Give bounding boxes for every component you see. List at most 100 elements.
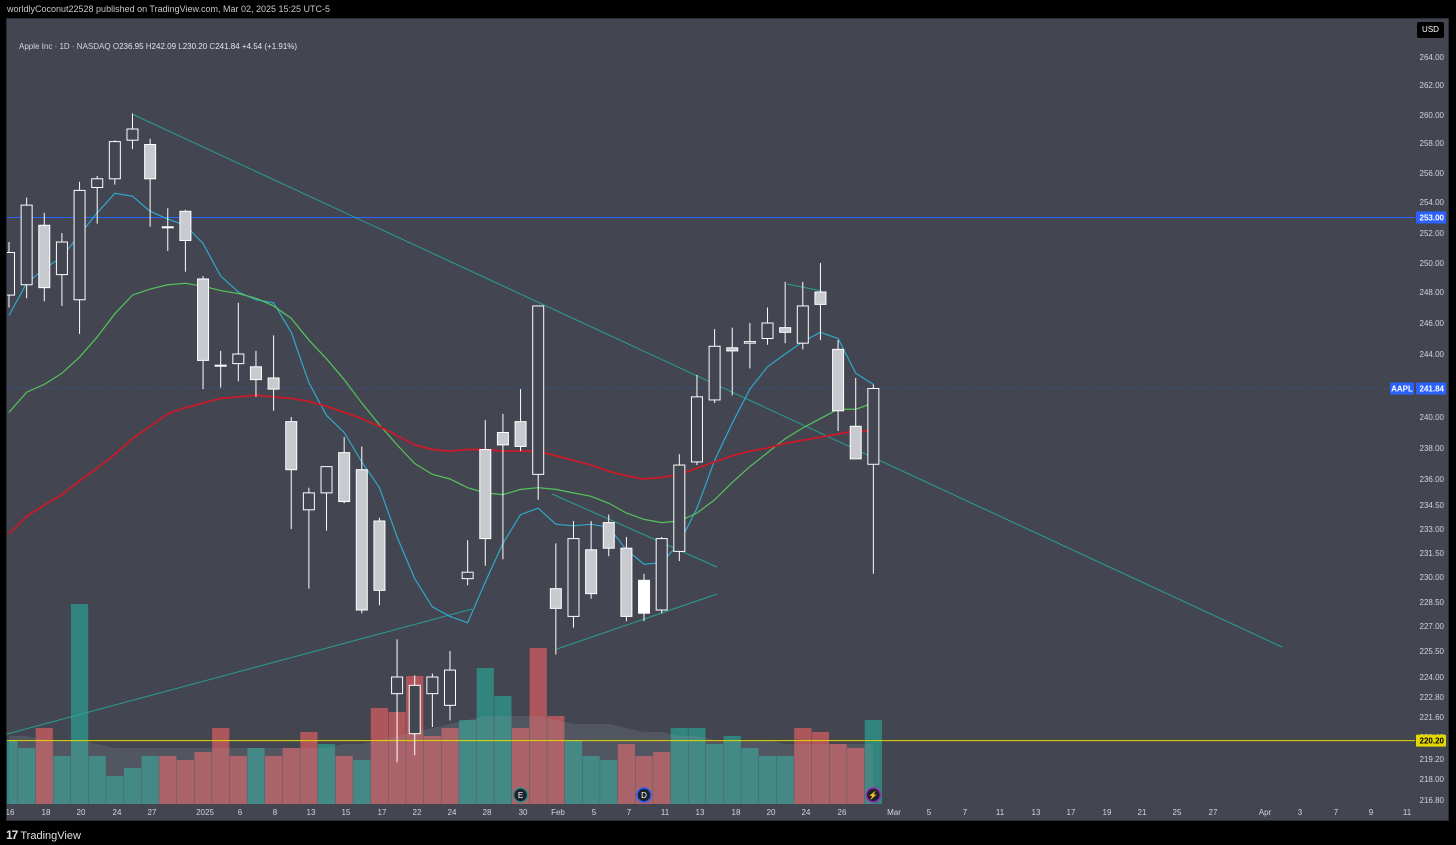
candle-body xyxy=(814,291,827,305)
candle-body xyxy=(496,432,509,446)
candle-body xyxy=(55,241,68,276)
candle-body xyxy=(743,341,756,344)
low-value: 230.20 xyxy=(182,42,208,51)
x-axis-tick-label: Mar xyxy=(887,808,901,817)
symbol-tag-bg xyxy=(1390,382,1414,395)
event-marker-label: E xyxy=(518,791,523,800)
candle-body xyxy=(38,224,51,289)
tradingview-brand[interactable]: 17 TradingView xyxy=(6,828,81,842)
volume-bar xyxy=(441,728,459,804)
candle-body xyxy=(214,364,227,367)
support-price-label: 220.20 xyxy=(1420,737,1445,746)
x-axis-tick-label: 11 xyxy=(661,808,670,817)
volume-bar xyxy=(265,756,283,804)
volume-bar xyxy=(600,760,618,804)
volume-bar xyxy=(494,696,512,804)
x-axis-tick-label: 5 xyxy=(927,808,932,817)
volume-bar xyxy=(282,748,300,804)
y-axis-tick-label: 216.80 xyxy=(1420,796,1445,805)
x-axis-tick-label: 22 xyxy=(413,808,422,817)
candle-body xyxy=(197,278,210,361)
candle-body xyxy=(391,676,404,695)
volume-bar xyxy=(53,756,71,804)
chart-frame[interactable]: E D ⚡ 264.00 262.00 260.00 258.00 256.00 254.00 2… xyxy=(6,18,1449,821)
volume-bar xyxy=(106,776,124,804)
y-axis-tick-label: 260.00 xyxy=(1420,111,1445,120)
currency-button[interactable]: USD xyxy=(1417,22,1444,38)
x-axis-tick-label: 7 xyxy=(963,808,968,817)
y-axis-tick-label: 231.50 xyxy=(1420,549,1445,558)
candle-body xyxy=(479,449,492,540)
trendline xyxy=(556,593,718,650)
close-label: C xyxy=(209,42,216,51)
x-axis-tick-label: 17 xyxy=(378,808,387,817)
candle-body xyxy=(867,387,880,465)
x-axis-tick-label: 21 xyxy=(1138,808,1147,817)
trendline xyxy=(786,283,823,292)
candle-body xyxy=(444,669,456,706)
x-axis-tick-label: 8 xyxy=(273,808,278,817)
volume-bar xyxy=(758,756,777,804)
event-marker-label: ⚡ xyxy=(868,790,878,800)
volume-bar xyxy=(476,668,494,804)
footer-bar: 17 TradingView xyxy=(0,822,1456,845)
candle-body xyxy=(126,128,139,141)
candle-body xyxy=(338,452,351,503)
y-axis-tick-label: 244.00 xyxy=(1420,350,1445,359)
candle-body xyxy=(285,421,298,471)
volume-bar xyxy=(7,740,18,804)
brand-name: TradingView xyxy=(20,830,81,842)
y-axis-tick-label: 264.00 xyxy=(1420,53,1445,62)
candle-body xyxy=(761,322,774,339)
candle-body xyxy=(461,571,474,580)
high-label: H xyxy=(145,42,152,51)
x-axis-tick-label: 28 xyxy=(483,808,492,817)
candle-body xyxy=(779,327,792,333)
x-axis-tick-label: 6 xyxy=(238,808,243,817)
y-axis-tick-label: 254.00 xyxy=(1420,198,1445,207)
x-axis-tick-label: 19 xyxy=(1103,808,1112,817)
current-price-label: 241.84 xyxy=(1420,384,1445,393)
y-axis-tick-label: 225.50 xyxy=(1420,647,1445,656)
volume-bar xyxy=(776,756,794,804)
volume-bar xyxy=(741,748,759,804)
support-price-label-bg xyxy=(1416,734,1446,747)
volume-bar xyxy=(511,728,530,804)
volume-bar xyxy=(212,728,230,804)
volume-bar xyxy=(617,744,635,804)
volume-bar xyxy=(70,604,89,804)
y-axis-tick-label: 238.00 xyxy=(1420,444,1445,453)
x-axis-tick-label: 17 xyxy=(1067,808,1076,817)
candle-body xyxy=(602,522,615,549)
open-label: O xyxy=(112,42,120,51)
x-axis-tick-label: 3 xyxy=(1298,808,1303,817)
x-axis-tick-label: 20 xyxy=(77,808,86,817)
candle-body xyxy=(73,189,86,301)
volume-bar xyxy=(582,756,600,804)
volume-bar xyxy=(794,728,812,804)
candle-body xyxy=(655,538,668,611)
candle-body xyxy=(20,204,33,286)
y-axis-tick-label: 219.20 xyxy=(1420,755,1445,764)
volume-ma-area xyxy=(9,716,874,804)
x-axis-tick-label: 27 xyxy=(148,808,157,817)
volume-bar xyxy=(706,744,724,804)
x-axis-tick-label: 7 xyxy=(627,808,632,817)
candle-body xyxy=(179,210,192,242)
volume-bar xyxy=(847,748,865,804)
y-axis-tick-label: 233.00 xyxy=(1420,525,1445,534)
price-chart[interactable]: E D ⚡ 264.00 262.00 260.00 258.00 256.00 254.00 2… xyxy=(7,19,1448,820)
x-axis-tick-label: 15 xyxy=(342,808,351,817)
volume-bar xyxy=(159,756,177,804)
y-axis-tick-label: 258.00 xyxy=(1420,139,1445,148)
y-axis-tick-label: 236.00 xyxy=(1420,475,1445,484)
candle-body xyxy=(355,469,368,611)
volume-bar xyxy=(564,740,583,804)
candle-body xyxy=(849,425,862,460)
y-axis-tick-label: 240.00 xyxy=(1420,413,1445,422)
candle-body xyxy=(708,345,721,401)
candle-body xyxy=(585,549,598,595)
x-axis-tick-label: 16 xyxy=(7,808,15,817)
volume-bar xyxy=(653,752,671,804)
x-axis-tick-label: 18 xyxy=(732,808,741,817)
